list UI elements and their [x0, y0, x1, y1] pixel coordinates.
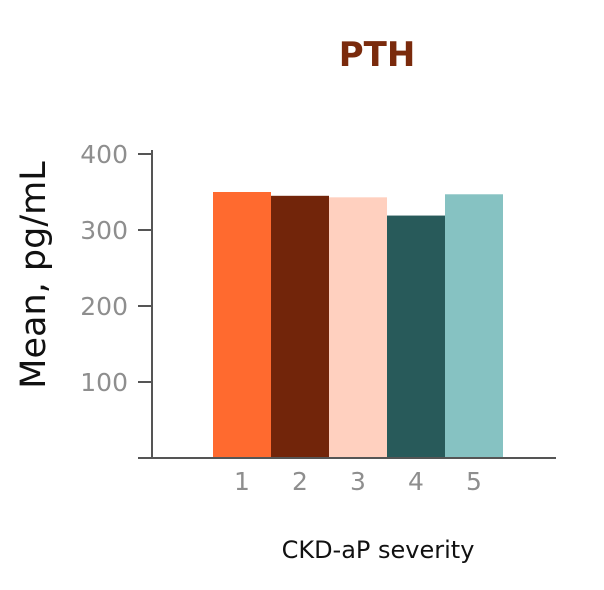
- bar-2: [271, 195, 329, 459]
- bar-5: [445, 194, 503, 458]
- bar-3: [329, 197, 387, 458]
- bar-4: [387, 215, 445, 458]
- bars-group: [213, 192, 503, 459]
- y-tick-label-400: 400: [80, 140, 128, 169]
- x-tick-label-4: 4: [408, 467, 424, 496]
- y-tick-label-300: 300: [80, 216, 128, 245]
- x-axis-label: CKD-aP severity: [282, 536, 475, 564]
- x-tick-label-3: 3: [350, 467, 366, 496]
- x-tick-label-5: 5: [466, 467, 482, 496]
- y-ticks-group: 100 200 300 400: [80, 140, 152, 397]
- y-tick-label-100: 100: [80, 368, 128, 397]
- x-tick-label-1: 1: [234, 467, 250, 496]
- bar-1: [213, 192, 271, 458]
- y-tick-label-200: 200: [80, 292, 128, 321]
- x-tick-label-2: 2: [292, 467, 308, 496]
- chart-title: PTH: [339, 35, 416, 75]
- y-axis-label: Mean, pg/mL: [14, 161, 54, 389]
- x-ticks-group: 1 2 3 4 5: [234, 467, 482, 496]
